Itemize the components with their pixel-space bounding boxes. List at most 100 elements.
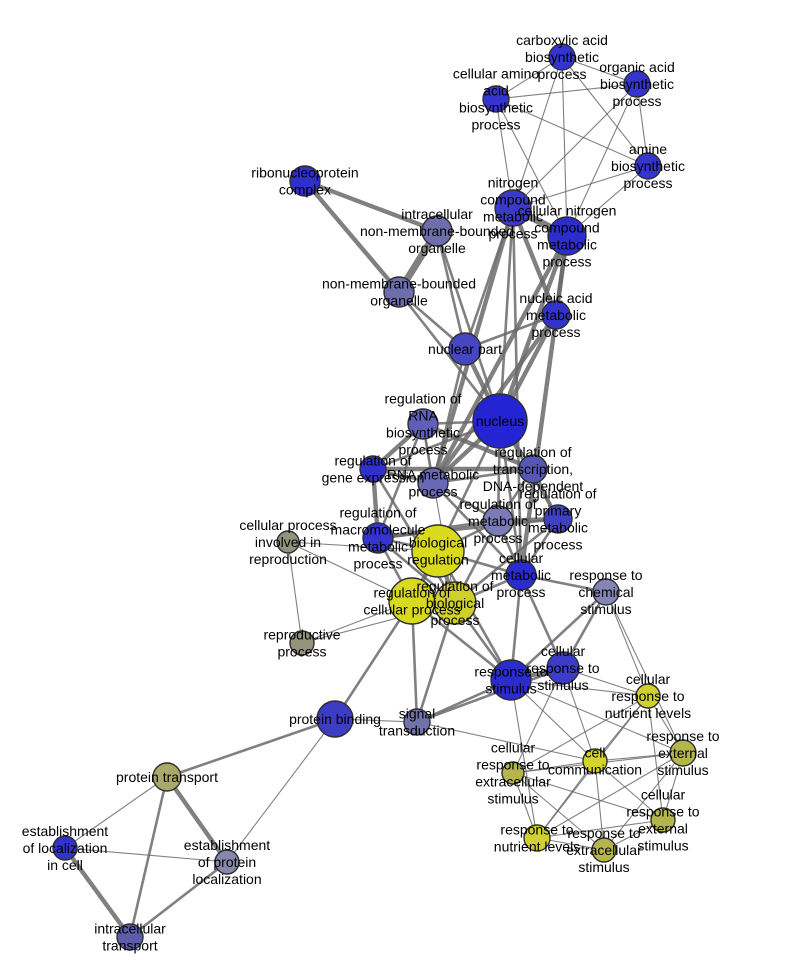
graph-node-cellular-process-involved-in-reproduction[interactable]: cellular process involved in reproductio… bbox=[276, 530, 300, 554]
graph-node-regulation-of-cellular-process[interactable]: regulation of cellular process bbox=[388, 577, 436, 625]
graph-edge-cellular-response-to-stimulus--signal-transduction bbox=[415, 666, 565, 724]
graph-edge-response-to-stimulus--response-to-external-stimulus bbox=[510, 679, 684, 754]
graph-node-response-to-extracellular-stimulus[interactable]: response to extracellular stimulus bbox=[591, 837, 617, 863]
graph-node-regulation-of-biological-process[interactable]: regulation of biological process bbox=[433, 581, 477, 625]
graph-node-nucleic-acid-metabolic-process[interactable]: nucleic acid metabolic process bbox=[541, 300, 571, 330]
graph-edge-organic-acid-biosynthetic-process--cellular-nitrogen-compound-metabolic-process bbox=[566, 83, 638, 237]
graph-node-cellular-response-to-stimulus[interactable]: cellular response to stimulus bbox=[546, 651, 580, 685]
graph-node-carboxylic-acid-biosynthetic-process[interactable]: carboxylic acid biosynthetic process bbox=[548, 43, 576, 71]
svg-text:cellular: cellular bbox=[491, 740, 536, 756]
graph-edge-nitrogen-compound-metabolic-process--nucleic-acid-metabolic-process bbox=[510, 205, 559, 318]
graph-node-signal-transduction[interactable]: signal transduction bbox=[403, 708, 431, 736]
graph-node-rna-metabolic-process[interactable]: RNA metabolic process bbox=[417, 467, 449, 499]
graph-node-cellular-metabolic-process[interactable]: cellular metabolic process bbox=[505, 559, 537, 591]
graph-node-regulation-of-transcription-dna-dependent[interactable]: regulation of transcription, DNA-depende… bbox=[518, 454, 548, 484]
graph-edge-establishment-of-localization-in-cell--intracellular-transport bbox=[62, 845, 133, 940]
svg-text:cellular: cellular bbox=[641, 787, 686, 803]
graph-node-regulation-of-metabolic-process[interactable]: regulation of metabolic process bbox=[482, 505, 514, 537]
graph-edge-nuclear-part--nitrogen-compound-metabolic-process bbox=[463, 206, 515, 351]
graph-edge-response-to-stimulus--response-to-chemical-stimulus bbox=[509, 590, 608, 682]
graph-node-response-to-nutrient-levels[interactable]: response to nutrient levels bbox=[523, 824, 551, 852]
graph-node-ribonucleoprotein-complex[interactable]: ribonucleoprotein complex bbox=[289, 165, 321, 197]
node-layer: carboxylic acid biosynthetic process orga… bbox=[52, 43, 697, 951]
graph-edge-cell-communication--signal-transduction bbox=[416, 721, 596, 762]
graph-edge-ribonucleoprotein-complex--non-membrane-bounded-organelle bbox=[302, 178, 402, 295]
graph-node-nuclear-part[interactable]: nuclear part bbox=[448, 332, 482, 366]
graph-node-cellular-response-to-extracellular-stimulus[interactable]: cellular response to extracellular stimu… bbox=[501, 761, 525, 785]
graph-node-amine-biosynthetic-process[interactable]: amine biosynthetic process bbox=[634, 152, 662, 180]
graph-edge-protein-binding--protein-transport bbox=[165, 717, 337, 779]
graph-edge-response-to-stimulus--response-to-nutrient-levels bbox=[510, 679, 538, 839]
graph-edge-carboxylic-acid-biosynthetic-process--cellular-nitrogen-compound-metabolic-process bbox=[561, 56, 568, 237]
graph-edge-cell-communication--response-to-extracellular-stimulus bbox=[594, 760, 605, 851]
graph-edge-cell-communication--response-to-nutrient-levels bbox=[536, 760, 596, 839]
graph-edge-ribonucleoprotein-complex--intracellular-non-membrane-bounded-organelle bbox=[302, 178, 440, 234]
graph-edge-cellular-response-to-nutrient-levels--cellular-response-to-extracellular-stimulus bbox=[512, 695, 649, 774]
svg-text:stimulus: stimulus bbox=[637, 838, 688, 854]
graph-node-cellular-nitrogen-compound-metabolic-process[interactable]: cellular nitrogen compound metabolic pro… bbox=[547, 216, 587, 256]
graph-edge-cellular-nitrogen-compound-metabolic-process--nucleus bbox=[497, 233, 570, 424]
graph-node-protein-binding[interactable]: protein binding bbox=[316, 700, 354, 738]
graph-node-response-to-stimulus[interactable]: response to stimulus bbox=[490, 659, 532, 701]
graph-node-regulation-of-primary-metabolic-process[interactable]: regulation of primary metabolic process bbox=[543, 504, 573, 534]
svg-text:regulation of: regulation of bbox=[384, 391, 461, 407]
graph-node-response-to-external-stimulus[interactable]: response to external stimulus bbox=[669, 739, 697, 767]
graph-edge-organic-acid-biosynthetic-process--amine-biosynthetic-process bbox=[636, 83, 649, 167]
graph-edge-regulation-of-primary-metabolic-process--regulation-of-macromolecule-metabolic-process bbox=[376, 517, 560, 540]
graph-edge-cellular-nitrogen-compound-metabolic-process--rna-metabolic-process bbox=[430, 233, 570, 486]
edge-layer bbox=[62, 56, 684, 940]
graph-edge-carboxylic-acid-biosynthetic-process--amine-biosynthetic-process bbox=[561, 56, 649, 167]
graph-edge-cellular-amino-acid-biosynthetic-process--cellular-nitrogen-compound-metabolic-process bbox=[495, 98, 568, 237]
graph-edge-regulation-of-gene-expression--regulation-of-biological-process bbox=[371, 467, 457, 605]
graph-edge-nuclear-part--rna-metabolic-process bbox=[431, 347, 467, 485]
graph-node-reproductive-process[interactable]: reproductive process bbox=[289, 630, 315, 656]
graph-node-intracellular-non-membrane-bounded-organelle[interactable]: intracellular non-membrane-bounded organ… bbox=[421, 215, 453, 247]
graph-node-cell-communication[interactable]: cell communication bbox=[582, 748, 608, 774]
graph-node-regulation-of-rna-biosynthetic-process[interactable]: regulation of RNA biosynthetic process bbox=[407, 408, 439, 440]
graph-node-protein-transport[interactable]: protein transport bbox=[152, 762, 182, 792]
graph-node-cellular-amino-acid-biosynthetic-process[interactable]: cellular amino acid biosynthetic process bbox=[482, 85, 510, 113]
graph-edge-cellular-response-to-extracellular-stimulus--response-to-extracellular-stimulus bbox=[512, 772, 605, 851]
svg-text:process: process bbox=[471, 117, 520, 133]
graph-edge-establishment-of-protein-localization--intracellular-transport bbox=[128, 860, 229, 939]
graph-edge-regulation-of-rna-biosynthetic-process--regulation-of-macromolecule-metabolic-process bbox=[376, 422, 425, 540]
graph-node-regulation-of-gene-expression[interactable]: regulation of gene expression bbox=[359, 455, 387, 483]
graph-edge-response-to-external-stimulus--response-to-extracellular-stimulus bbox=[603, 752, 684, 851]
graph-edge-organic-acid-biosynthetic-process--cellular-amino-acid-biosynthetic-process bbox=[495, 83, 638, 100]
graph-edge-protein-transport--establishment-of-protein-localization bbox=[164, 774, 230, 865]
graph-node-nucleus[interactable]: nucleus bbox=[472, 393, 528, 449]
graph-edge-regulation-of-rna-biosynthetic-process--regulation-of-transcription-dna-dependent bbox=[420, 421, 536, 472]
graph-edge-intracellular-non-membrane-bounded-organelle--nuclear-part bbox=[435, 229, 467, 351]
graph-edge-cellular-response-to-nutrient-levels--cellular-response-to-external-stimulus bbox=[647, 695, 664, 821]
graph-node-cellular-response-to-nutrient-levels[interactable]: cellular response to nutrient levels bbox=[635, 683, 661, 709]
graph-node-biological-regulation[interactable]: biological regulation bbox=[411, 524, 465, 578]
graph-node-establishment-of-localization-in-cell[interactable]: establishment of localization in cell bbox=[52, 835, 78, 861]
graph-edge-establishment-of-localization-in-cell--establishment-of-protein-localization bbox=[64, 847, 228, 863]
svg-text:nitrogen: nitrogen bbox=[488, 175, 539, 191]
graph-node-establishment-of-protein-localization[interactable]: establishment of protein localization bbox=[214, 849, 240, 875]
graph-node-non-membrane-bounded-organelle[interactable]: non-membrane-bounded organelle bbox=[383, 276, 415, 308]
graph-edge-cellular-process-involved-in-reproduction--reproductive-process bbox=[287, 541, 303, 644]
graph-node-nitrogen-compound-metabolic-process[interactable]: nitrogen compound metabolic process bbox=[494, 189, 532, 227]
graph-node-regulation-of-macromolecule-metabolic-process[interactable]: regulation of macromolecule metabolic pr… bbox=[362, 522, 394, 554]
graph-edge-cell-communication--cellular-response-to-external-stimulus bbox=[594, 760, 664, 821]
graph-edge-cellular-response-to-stimulus--cellular-response-to-extracellular-stimulus bbox=[512, 667, 564, 774]
graph-edge-response-to-stimulus--cellular-response-to-nutrient-levels bbox=[510, 679, 649, 697]
graph-edge-response-to-external-stimulus--response-to-nutrient-levels bbox=[536, 752, 684, 839]
graph-edge-cell-communication--cellular-response-to-extracellular-stimulus bbox=[512, 760, 596, 774]
graph-node-cellular-response-to-external-stimulus[interactable]: cellular response to external stimulus bbox=[650, 807, 676, 833]
graph-edge-cellular-response-to-nutrient-levels--cell-communication bbox=[594, 695, 649, 762]
graph-edge-intracellular-non-membrane-bounded-organelle--nucleus bbox=[435, 229, 502, 423]
graph-edge-response-to-nutrient-levels--cellular-response-to-external-stimulus bbox=[536, 819, 664, 839]
graph-edge-regulation-of-transcription-dna-dependent--rna-metabolic-process bbox=[431, 467, 535, 485]
graph-node-organic-acid-biosynthetic-process[interactable]: organic acid biosynthetic process bbox=[623, 70, 651, 98]
graph-edge-organic-acid-biosynthetic-process--nitrogen-compound-metabolic-process bbox=[512, 83, 638, 209]
graph-node-intracellular-transport[interactable]: intracellular transport bbox=[116, 923, 144, 951]
graph-edge-protein-transport--establishment-of-localization-in-cell bbox=[64, 776, 168, 849]
graph-edge-cellular-metabolic-process--cellular-response-to-stimulus bbox=[519, 573, 565, 670]
graph-node-response-to-chemical-stimulus[interactable]: response to chemical stimulus bbox=[592, 578, 620, 606]
graph-edge-amine-biosynthetic-process--nitrogen-compound-metabolic-process bbox=[512, 165, 649, 209]
